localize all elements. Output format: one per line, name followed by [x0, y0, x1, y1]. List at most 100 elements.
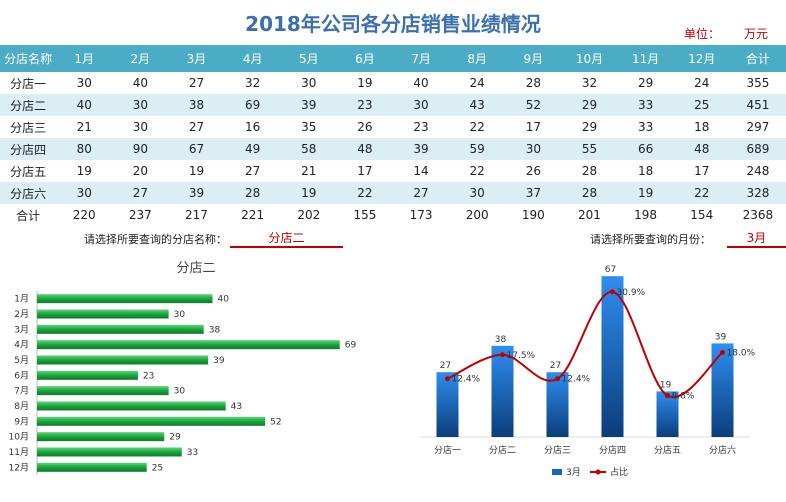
x-tick-label: 分店二 — [489, 444, 516, 456]
data-label: 69 — [345, 341, 357, 351]
table-cell: 27 — [244, 164, 261, 178]
chart-title: 分店二 — [176, 261, 215, 276]
column-header: 8月 — [449, 45, 506, 72]
y-tick-label: 8月 — [14, 401, 29, 412]
table-cell: 17 — [525, 120, 541, 134]
line-data-label: 12.4% — [452, 375, 481, 385]
bar — [37, 401, 226, 411]
table-cell: 30 — [56, 182, 113, 204]
data-label: 43 — [231, 402, 242, 412]
bar — [546, 372, 569, 437]
table-cell: 40 — [413, 76, 429, 90]
bar-data-label: 39 — [715, 332, 727, 342]
table-cell: 19 — [188, 164, 205, 178]
y-tick-label: 6月 — [14, 370, 29, 381]
table-cell: 28 — [525, 76, 541, 90]
bar — [37, 432, 165, 442]
y-tick-label: 4月 — [14, 340, 29, 351]
table-cell: 55 — [561, 138, 618, 160]
table-cell: 90 — [112, 138, 169, 160]
data-label: 33 — [187, 448, 198, 458]
table-cell: 297 — [746, 120, 770, 134]
line-data-label: 18.0% — [727, 348, 756, 358]
data-label: 40 — [218, 295, 230, 305]
table-cell: 48 — [673, 138, 730, 160]
y-tick-label: 11月 — [9, 447, 29, 458]
table-cell: 19 — [357, 76, 373, 90]
table-row: 分店四 80 90 67 49 58 48 39 59 30 55 66 48 689 — [0, 138, 786, 160]
bar — [37, 309, 169, 319]
unit-label: 单位： — [684, 27, 721, 41]
table-cell: 22 — [469, 120, 485, 134]
table-cell: 23 — [413, 120, 429, 134]
table-cell: 22 — [673, 182, 730, 204]
data-label: 39 — [213, 356, 225, 366]
x-tick-label: 分店四 — [599, 444, 626, 456]
x-tick-label: 分店一 — [434, 444, 461, 456]
bar-data-label: 27 — [550, 361, 561, 371]
y-tick-label: 9月 — [14, 416, 29, 427]
table-cell: 43 — [449, 94, 506, 116]
table-cell: 39 — [392, 138, 450, 160]
bar — [37, 324, 204, 334]
table-cell: 38 — [168, 94, 225, 116]
table-cell: 32 — [244, 76, 261, 90]
table-cell: 58 — [280, 138, 337, 160]
table-cell: 33 — [617, 94, 674, 116]
table-cell: 分店四 — [0, 138, 57, 160]
table-cell: 18 — [694, 120, 710, 134]
branch-monthly-bar-chart: 分店二 1月 40 2月 30 3月 38 4月 69 5月 39 6月 23 7月 30 8月 43 9月 52 1… — [9, 261, 357, 475]
table-cell: 48 — [336, 138, 393, 160]
column-header: 3月 — [168, 45, 225, 72]
table-cell: 分店三 — [10, 120, 47, 135]
table-cell: 20 — [132, 164, 148, 178]
table-cell: 24 — [469, 76, 485, 90]
bar — [37, 447, 182, 457]
line-marker — [555, 376, 560, 382]
line-data-label: 17.5% — [507, 351, 536, 361]
table-cell: 30 — [301, 76, 317, 90]
branch-select-label: 请选择所要查询的分店名称： — [84, 233, 227, 246]
table-cell: 29 — [581, 120, 598, 134]
table-cell: 23 — [336, 94, 393, 116]
bar — [37, 340, 340, 350]
y-tick-label: 7月 — [14, 386, 29, 397]
branch-select[interactable]: 分店二 — [230, 229, 343, 248]
column-header: 10月 — [561, 45, 618, 72]
table-cell: 24 — [694, 76, 710, 90]
bar-data-label: 67 — [605, 265, 616, 275]
table-cell: 39 — [168, 182, 225, 204]
table-cell: 分店五 — [10, 164, 47, 179]
data-label: 25 — [152, 463, 163, 473]
month-select-label: 请选择所要查询的月份： — [590, 233, 711, 246]
table-cell: 28 — [581, 164, 598, 178]
table-cell: 22 — [336, 182, 393, 204]
bar — [37, 294, 213, 304]
table-cell: 分店二 — [0, 94, 57, 116]
column-header: 1月 — [56, 45, 113, 72]
month-select[interactable]: 3月 — [727, 229, 786, 248]
table-row: 分店六 30 27 39 28 19 22 27 30 37 28 19 22 328 — [0, 182, 786, 204]
table-cell: 25 — [673, 94, 730, 116]
line-marker — [610, 289, 615, 295]
bar — [491, 345, 514, 437]
column-header: 5月 — [280, 45, 337, 72]
column-header: 2月 — [112, 45, 169, 72]
table-row: 分店二 40 30 38 69 39 23 30 43 52 29 33 25 451 — [0, 94, 786, 116]
table-cell: 173 — [392, 204, 450, 226]
table-cell: 16 — [244, 120, 261, 134]
table-cell: 分店六 — [0, 182, 57, 204]
line-marker — [720, 349, 725, 355]
table-total-row: 合计 220 237 217 221 202 155 173 200 190 201 198 154 23… — [0, 204, 786, 226]
table-cell: 67 — [168, 138, 225, 160]
table-cell: 190 — [505, 204, 562, 226]
line-marker — [665, 393, 670, 399]
table-cell: 80 — [56, 138, 113, 160]
table-cell: 26 — [525, 164, 541, 178]
line-marker — [500, 352, 505, 358]
x-tick-label: 分店五 — [654, 444, 681, 456]
column-header: 9月 — [505, 45, 562, 72]
table-cell: 40 — [132, 76, 148, 90]
table-cell: 21 — [76, 120, 92, 134]
bar — [37, 386, 169, 396]
